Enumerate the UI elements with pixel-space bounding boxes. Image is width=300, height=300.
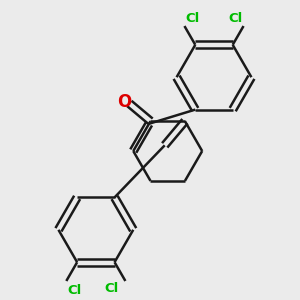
Text: Cl: Cl <box>229 12 243 25</box>
Text: Cl: Cl <box>104 282 119 295</box>
Text: O: O <box>117 92 132 110</box>
Text: Cl: Cl <box>67 284 81 297</box>
Text: Cl: Cl <box>185 12 200 25</box>
